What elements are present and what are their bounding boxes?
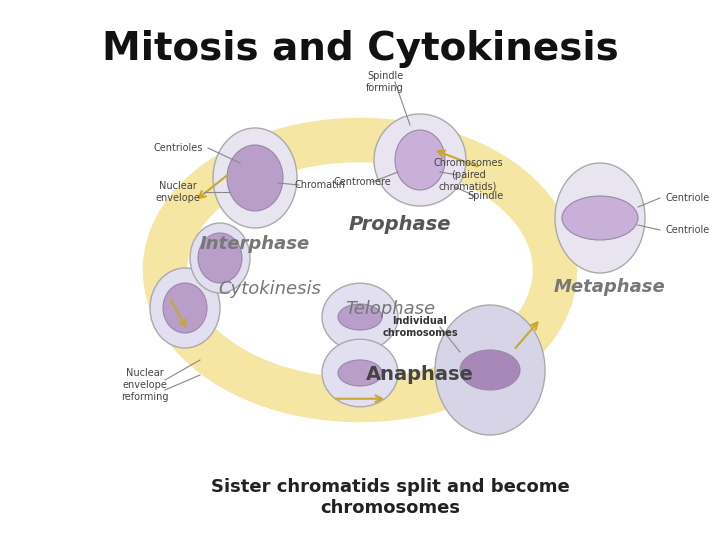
Text: Cytokinesis: Cytokinesis (219, 280, 321, 298)
Ellipse shape (562, 196, 638, 240)
Text: Prophase: Prophase (348, 215, 451, 234)
Ellipse shape (227, 145, 283, 211)
Text: Spindle: Spindle (467, 191, 503, 201)
Text: Individual
chromosomes: Individual chromosomes (382, 316, 458, 338)
Text: Centrioles: Centrioles (153, 143, 203, 153)
Text: Centriole: Centriole (665, 193, 709, 203)
Ellipse shape (435, 305, 545, 435)
Ellipse shape (460, 350, 520, 390)
Text: Sister chromatids split and become
chromosomes: Sister chromatids split and become chrom… (211, 478, 570, 517)
Text: Chromatin: Chromatin (294, 180, 346, 190)
Ellipse shape (555, 163, 645, 273)
Text: Anaphase: Anaphase (366, 366, 474, 384)
Ellipse shape (322, 283, 398, 351)
Ellipse shape (374, 114, 466, 206)
Ellipse shape (150, 268, 220, 348)
Text: Nuclear
envelope: Nuclear envelope (156, 181, 200, 203)
Ellipse shape (190, 223, 250, 293)
Text: Centromere: Centromere (333, 177, 391, 187)
Text: Telophase: Telophase (345, 300, 435, 318)
Text: Mitosis and Cytokinesis: Mitosis and Cytokinesis (102, 30, 618, 68)
Ellipse shape (338, 304, 382, 330)
Ellipse shape (338, 360, 382, 386)
Text: Interphase: Interphase (200, 235, 310, 253)
Text: Metaphase: Metaphase (554, 278, 666, 296)
Ellipse shape (213, 128, 297, 228)
Text: Spindle
forming: Spindle forming (366, 71, 404, 93)
Text: Nuclear
envelope
reforming: Nuclear envelope reforming (121, 368, 168, 402)
Ellipse shape (198, 233, 242, 283)
Ellipse shape (322, 339, 398, 407)
Text: Chromosomes
(paired
chromatids): Chromosomes (paired chromatids) (433, 158, 503, 192)
Ellipse shape (395, 130, 445, 190)
Ellipse shape (163, 283, 207, 333)
Text: Centriole: Centriole (665, 225, 709, 235)
